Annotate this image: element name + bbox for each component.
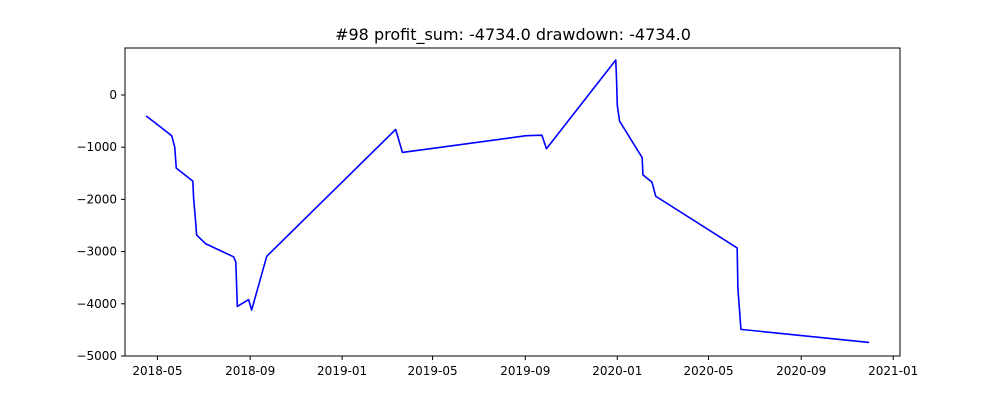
x-tick-label: 2021-01 (868, 364, 918, 378)
x-tick-label: 2019-05 (408, 364, 458, 378)
y-tick-label: −3000 (76, 245, 117, 259)
y-tick-label: 0 (109, 88, 117, 102)
chart-title: #98 profit_sum: -4734.0 drawdown: -4734.… (335, 25, 691, 45)
x-tick-label: 2018-05 (132, 364, 182, 378)
x-tick-label: 2020-05 (683, 364, 733, 378)
x-tick-label: 2020-09 (776, 364, 826, 378)
x-axis: 2018-05 2018-09 2019-01 2019-05 2019-09 2020-… (132, 356, 918, 378)
y-tick-label: −2000 (76, 192, 117, 206)
x-tick-label: 2020-01 (592, 364, 642, 378)
y-tick-label: −5000 (76, 349, 117, 363)
plot-area (124, 47, 901, 357)
x-tick-label: 2019-01 (317, 364, 367, 378)
y-axis: 0 −1000 −2000 −3000 −4000 −5000 (76, 88, 125, 363)
y-tick-label: −1000 (76, 140, 117, 154)
y-tick-label: −4000 (76, 297, 117, 311)
series-line (145, 59, 870, 344)
x-tick-label: 2018-09 (225, 364, 275, 378)
x-tick-label: 2019-09 (500, 364, 550, 378)
axes-frame (124, 47, 901, 357)
